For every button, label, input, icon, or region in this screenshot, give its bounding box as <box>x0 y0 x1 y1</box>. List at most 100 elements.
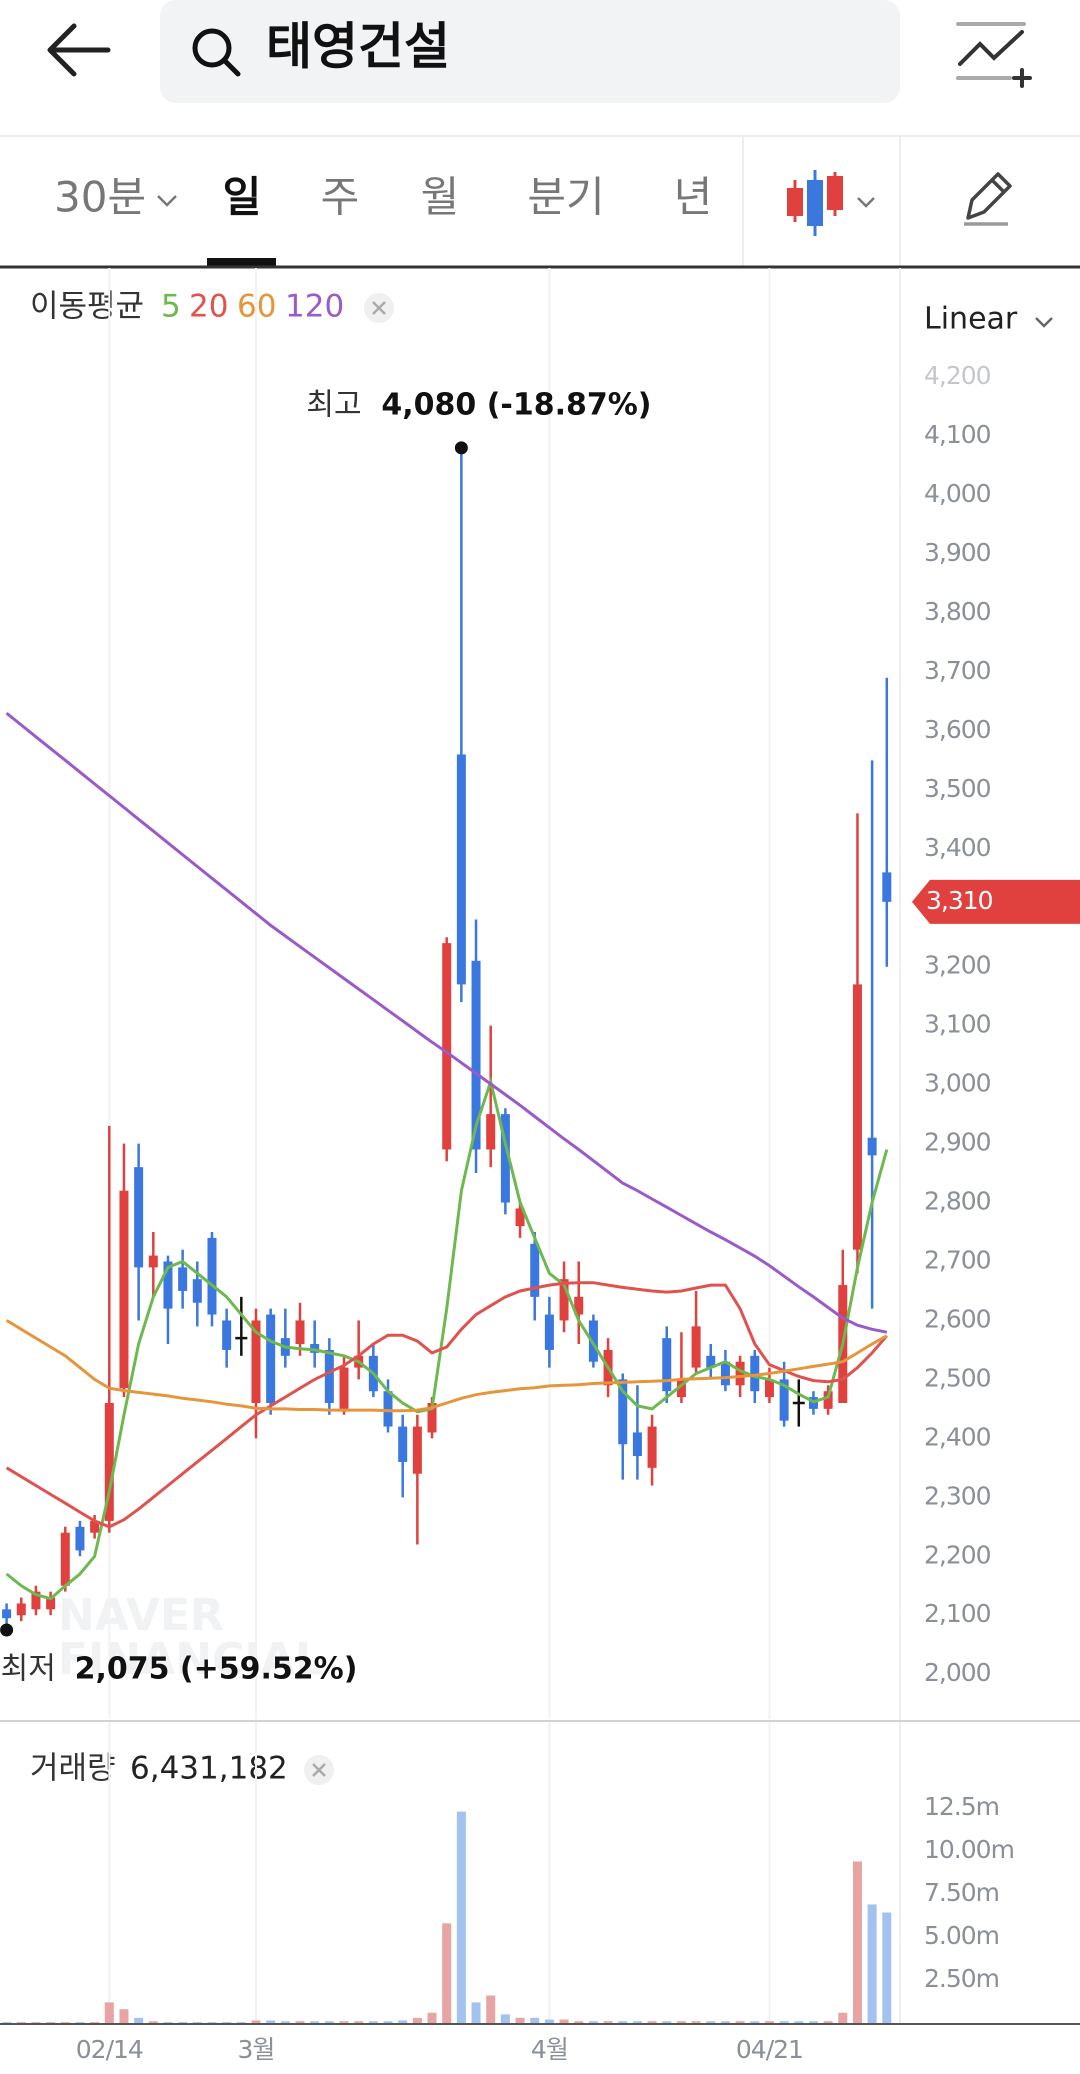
scale-selector[interactable]: Linear <box>924 302 1018 337</box>
candle-body <box>31 1591 41 1610</box>
tab[interactable]: 일 <box>223 173 262 222</box>
volume-bar <box>823 2021 833 2023</box>
low-label: 최저 <box>1 1651 56 1686</box>
candle-body <box>823 1391 833 1409</box>
icon-lines <box>956 22 1026 80</box>
volume-bar <box>104 2002 114 2023</box>
volume-bar <box>134 2017 144 2023</box>
candle-body <box>46 1597 56 1610</box>
volume-bar <box>588 2021 598 2023</box>
back-button[interactable] <box>47 23 111 77</box>
volume-bar <box>442 1923 452 2023</box>
candle-body <box>764 1379 774 1398</box>
y-tick-label: 2,300 <box>924 1481 991 1510</box>
watermark: FINANCIAL <box>58 1634 323 1685</box>
tab[interactable]: 주 <box>321 173 360 222</box>
y-tick-label: 3,700 <box>924 656 991 685</box>
last-price-tag <box>912 879 1080 924</box>
watermark: NAVER <box>58 1590 224 1641</box>
y-tick-label: 4,100 <box>924 420 991 449</box>
volume-bar <box>207 2022 217 2023</box>
icon-trend <box>958 30 1024 66</box>
volume-bar <box>779 2021 789 2023</box>
volume-bar <box>412 2017 422 2023</box>
volume-bar <box>339 2021 349 2023</box>
y-tick-label: 10.00m <box>924 1835 1014 1864</box>
period-tabs: 30분 일 주 월 분기 년 <box>54 173 712 222</box>
candle-body <box>676 1379 686 1398</box>
volume-bar <box>530 2017 540 2023</box>
volume-bar <box>2 2022 12 2023</box>
volume-bar <box>808 2021 818 2023</box>
tab[interactable]: 분기 <box>527 173 604 222</box>
volume-bar <box>368 2021 378 2023</box>
y-tick-label: 2.50m <box>924 1964 999 1993</box>
tab[interactable]: 년 <box>674 173 713 222</box>
compare-button[interactable] <box>956 22 1032 88</box>
tab[interactable]: 월 <box>421 173 460 222</box>
y-tick-label: 2,400 <box>924 1422 991 1451</box>
candle-body <box>779 1379 789 1421</box>
volume-bar <box>486 1995 496 2023</box>
volume-bar <box>163 2022 173 2023</box>
volume-bar <box>544 2019 554 2023</box>
candle-body <box>720 1361 730 1386</box>
volume-bar <box>280 2021 290 2023</box>
y-tick-label: 2,900 <box>924 1128 991 1157</box>
volume-bar <box>295 2021 305 2023</box>
candle-body <box>618 1379 628 1445</box>
volume-bar <box>251 2020 261 2023</box>
y-tick-label: 2,200 <box>924 1540 991 1569</box>
volume-bar <box>794 2021 804 2023</box>
tab[interactable]: 30분 <box>54 173 146 222</box>
candle-body <box>706 1355 716 1368</box>
candle-body <box>662 1338 672 1392</box>
volume-bar <box>618 2021 628 2023</box>
y-tick-label: 2,100 <box>924 1599 991 1628</box>
y-tick-label: 5.00m <box>924 1921 999 1950</box>
volume-bar <box>735 2021 745 2023</box>
high-value: 4,080 (-18.87%) <box>381 387 651 422</box>
volume-bar <box>500 2014 510 2023</box>
chart-type-button[interactable] <box>787 170 875 236</box>
legend-entry: 5 <box>161 289 181 325</box>
volume-bar <box>720 2021 730 2023</box>
candle-body <box>266 1314 276 1403</box>
moving-average-line <box>5 712 888 1334</box>
volume-bar <box>559 2019 569 2023</box>
volume-title: 거래량 <box>30 1751 116 1787</box>
volume-bar <box>398 2020 408 2023</box>
x-tick-label: 3월 <box>238 2035 275 2064</box>
candle-body <box>163 1261 173 1309</box>
volume-value: 6,431,182 <box>130 1751 288 1787</box>
candle-body <box>486 1114 496 1150</box>
volume-bar <box>46 2022 56 2023</box>
candle-body <box>735 1361 745 1386</box>
candle-body <box>515 1208 525 1227</box>
candle-body <box>398 1426 408 1462</box>
y-tick-label: 3,500 <box>924 774 991 803</box>
volume-bar <box>691 2021 701 2023</box>
candle-body <box>339 1367 349 1409</box>
search-box[interactable] <box>160 0 900 103</box>
y-tick-label: 3,800 <box>924 597 991 626</box>
stock-title: 태영건설 <box>266 18 450 76</box>
volume-bar <box>31 2022 41 2023</box>
low-value: 2,075 (+59.52%) <box>75 1651 358 1686</box>
volume-bar <box>354 2021 364 2023</box>
candle-body <box>295 1320 305 1345</box>
volume-bar <box>266 2020 276 2023</box>
moving-average-line <box>5 1319 888 1413</box>
candle-body <box>882 872 892 902</box>
candle-body <box>134 1167 144 1268</box>
draw-button[interactable] <box>964 172 1012 226</box>
candle-body <box>442 943 452 1150</box>
y-tick-label: 2,700 <box>924 1245 991 1274</box>
candle-body <box>750 1355 760 1392</box>
y-tick-label: 12.5m <box>924 1792 999 1821</box>
candle-body <box>471 960 481 1150</box>
volume-bar <box>324 2021 334 2023</box>
legend-title: 이동평균 <box>30 289 144 325</box>
